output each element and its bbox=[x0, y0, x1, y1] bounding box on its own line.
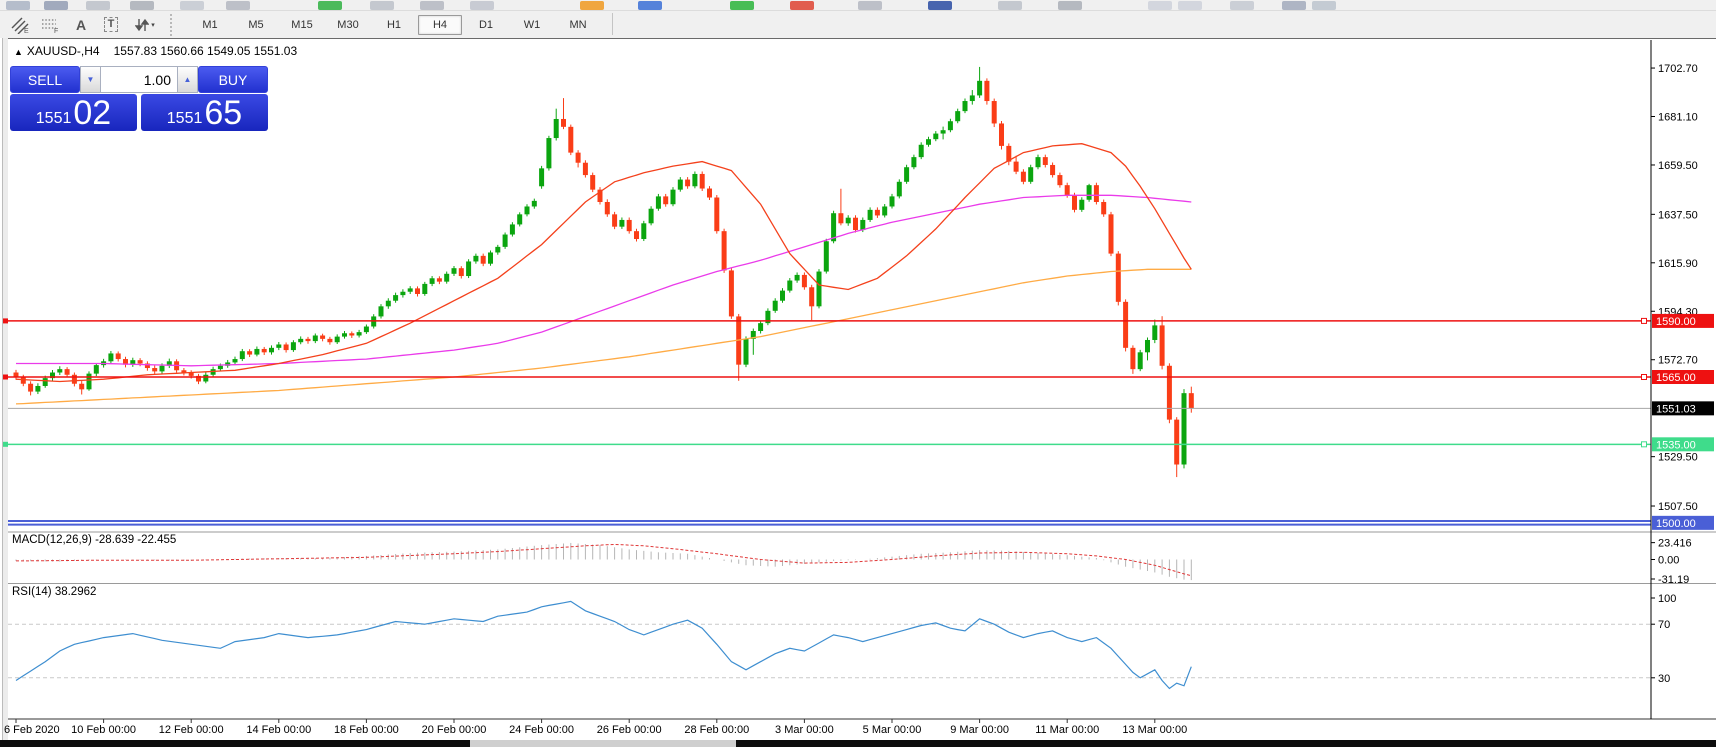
clipped-icon bbox=[470, 1, 494, 10]
sell-button[interactable]: SELL bbox=[10, 66, 80, 93]
symbol-timeframe-label: XAUUSD-,H4 bbox=[26, 44, 100, 58]
clipped-icon bbox=[1230, 1, 1254, 10]
clipped-icon bbox=[638, 1, 662, 10]
buy-price-big: 65 bbox=[204, 94, 243, 132]
fibonacci-retracement-tool[interactable]: F bbox=[38, 14, 64, 36]
clipped-icon bbox=[858, 1, 882, 10]
text-box-tool[interactable]: T bbox=[98, 14, 124, 36]
toolbar-separator bbox=[170, 13, 177, 36]
taskbar-segment bbox=[0, 740, 470, 747]
taskbar-segment bbox=[470, 740, 736, 747]
clipped-icon bbox=[1282, 1, 1306, 10]
drawing-tools-group: E F A T ▾ bbox=[6, 14, 164, 36]
volume-decrease-button[interactable]: ▼ bbox=[80, 66, 101, 93]
svg-text:F: F bbox=[54, 28, 58, 34]
timeframe-button-h1[interactable]: H1 bbox=[386, 18, 402, 31]
clipped-toolbar-icons-strip bbox=[0, 0, 1716, 11]
buy-button[interactable]: BUY bbox=[198, 66, 268, 93]
timeframe-button-m30[interactable]: M30 bbox=[337, 18, 359, 31]
toolbar-panel-divider bbox=[612, 13, 613, 35]
clipped-icon bbox=[998, 1, 1022, 10]
timeframe-button-m15[interactable]: M15 bbox=[291, 18, 313, 31]
text-label-tool[interactable]: A bbox=[75, 16, 87, 33]
clipped-icon bbox=[730, 1, 754, 10]
arrow-styles-tool[interactable]: ▾ bbox=[128, 14, 162, 36]
taskbar-segment bbox=[736, 740, 1716, 747]
timeframe-button-m1[interactable]: M1 bbox=[202, 18, 218, 31]
clipped-icon bbox=[130, 1, 154, 10]
one-click-trading-panel: SELL ▼ ▲ BUY 1551 02 1551 65 bbox=[10, 66, 268, 131]
toolbar: E F A T ▾ M1 M5 M15 M30 H1 H4 D1 W1 MN bbox=[0, 11, 1716, 38]
macd-indicator-label: MACD(12,26,9) -28.639 -22.455 bbox=[12, 534, 177, 546]
clipped-icon bbox=[318, 1, 342, 10]
clipped-icon bbox=[1312, 1, 1336, 10]
timeframe-buttons: M1 M5 M15 M30 H1 H4 D1 W1 MN bbox=[187, 14, 601, 35]
clipped-icon bbox=[86, 1, 110, 10]
clipped-icon bbox=[370, 1, 394, 10]
timeframe-button-d1[interactable]: D1 bbox=[478, 18, 494, 31]
volume-input[interactable] bbox=[101, 67, 177, 92]
clipped-icon bbox=[44, 1, 68, 10]
sell-price-big: 02 bbox=[73, 94, 112, 132]
svg-text:E: E bbox=[24, 28, 29, 34]
timeframe-button-mn[interactable]: MN bbox=[569, 18, 587, 31]
buy-price-small: 1551 bbox=[166, 110, 203, 127]
clipped-icon bbox=[420, 1, 444, 10]
timeframe-button-m5[interactable]: M5 bbox=[248, 18, 264, 31]
clipped-icon bbox=[580, 1, 604, 10]
buy-price-button[interactable]: 1551 65 bbox=[141, 94, 268, 131]
timeframe-button-w1[interactable]: W1 bbox=[523, 18, 541, 31]
clipped-icon bbox=[928, 1, 952, 10]
clipped-icon bbox=[1058, 1, 1082, 10]
clipped-icon bbox=[1148, 1, 1172, 10]
rsi-indicator-label: RSI(14) 38.2962 bbox=[12, 586, 97, 598]
clipped-icon bbox=[6, 1, 30, 10]
volume-box bbox=[101, 66, 177, 93]
equidistant-channel-tool[interactable]: E bbox=[8, 14, 34, 36]
sell-price-small: 1551 bbox=[35, 110, 72, 127]
sell-price-button[interactable]: 1551 02 bbox=[10, 94, 137, 131]
clipped-icon bbox=[226, 1, 250, 10]
clipped-icon bbox=[1178, 1, 1202, 10]
ohlc-values: 1557.83 1560.66 1549.05 1551.03 bbox=[113, 44, 298, 58]
clipped-icon bbox=[790, 1, 814, 10]
chart-area[interactable] bbox=[8, 38, 1716, 741]
collapse-triangle-icon[interactable]: ▲ bbox=[14, 47, 23, 57]
volume-increase-button[interactable]: ▲ bbox=[177, 66, 198, 93]
chart-header: ▲ XAUUSD-,H4 1557.83 1560.66 1549.05 1551.… bbox=[14, 44, 297, 58]
timeframe-button-h4[interactable]: H4 bbox=[418, 14, 462, 35]
clipped-icon bbox=[180, 1, 204, 10]
